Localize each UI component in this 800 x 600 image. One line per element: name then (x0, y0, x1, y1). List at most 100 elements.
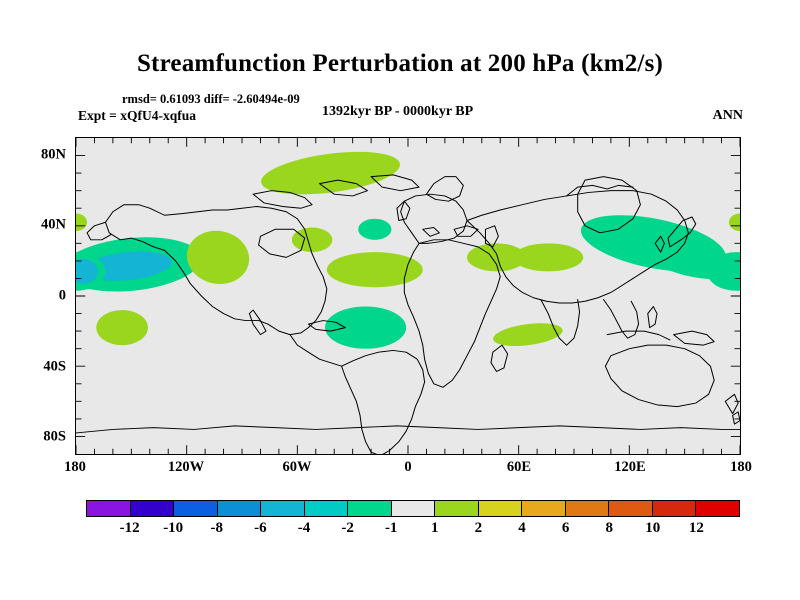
coastlines (76, 174, 740, 454)
coastline-path (422, 227, 440, 237)
coastline-path (86, 221, 112, 241)
contour-blob (728, 213, 740, 232)
period-label: 1392kyr BP - 0000kyr BP (322, 104, 474, 119)
coastline-path (396, 200, 411, 221)
coastline-path (490, 344, 509, 372)
coastline-path (341, 349, 426, 454)
coastline-path (603, 299, 640, 339)
coastline-path (400, 193, 468, 244)
coastline-path (370, 174, 420, 192)
colorbar-tick-label: 1 (431, 520, 439, 536)
x-tick-label: 180 (730, 459, 752, 475)
coastline-path (76, 425, 740, 434)
colorbar-tick-label: -10 (163, 520, 184, 536)
coastline-path (252, 190, 313, 209)
contour-blob (76, 259, 99, 284)
coastline-path (258, 228, 306, 258)
x-tick-label: 120W (167, 459, 205, 475)
axis-inner-ticks (76, 138, 740, 454)
season-label: ANN (712, 108, 743, 123)
y-tick-label: 80N (41, 146, 66, 163)
colorbar-segment-1 (130, 501, 175, 516)
contour-blob (83, 251, 172, 281)
colorbar-segment-9 (478, 501, 523, 516)
colorbar-tick-label: 12 (688, 520, 704, 536)
rmsd-stats: rmsd= 0.61093 diff= -2.60494e-09 (122, 92, 300, 106)
page-title: Streamfunction Perturbation at 200 hPa (… (136, 50, 664, 77)
colorbar-tick-label: -12 (119, 520, 140, 536)
contour-blob (96, 310, 148, 346)
colorbar-segment-13 (652, 501, 697, 516)
contour-blob (277, 160, 337, 193)
coastline-path (466, 190, 689, 304)
contour-blob (325, 306, 407, 349)
coastline-path (566, 184, 634, 197)
x-tick-label: 60W (282, 459, 312, 475)
colorbar-tick-label: -6 (254, 520, 267, 536)
coastline-path (540, 299, 581, 346)
experiment-label: Expt = xQfU4-xqfua (78, 108, 196, 123)
y-tick-label: 40N (41, 216, 66, 233)
coastline-path (673, 330, 715, 346)
coastline-path (654, 235, 665, 253)
coastline-path (307, 320, 346, 332)
x-tick-label: 60E (506, 459, 532, 475)
colorbar-segment-14 (696, 501, 739, 516)
contour-fills (76, 151, 740, 349)
y-tick-label: 0 (58, 287, 66, 304)
contour-blob (76, 213, 88, 232)
contour-blob (326, 252, 423, 288)
colorbar-segment-4 (261, 501, 305, 516)
coastline-path (724, 393, 739, 415)
colorbar-tick-label: -8 (210, 520, 224, 536)
coastline-path (606, 330, 671, 341)
coastline-path (484, 225, 499, 248)
x-tick-label: 180 (64, 459, 86, 475)
coastline-path (105, 204, 328, 336)
colorbar-tick-label: 2 (474, 520, 483, 536)
contour-blob (291, 227, 333, 253)
y-tick-label: 80S (43, 428, 66, 445)
contour-blob (467, 243, 527, 272)
colorbar-segment-2 (174, 501, 218, 516)
coastline-path (318, 179, 368, 197)
map-plot-area (75, 137, 741, 455)
coastline-path (604, 344, 715, 408)
coastline-path (667, 216, 697, 248)
colorbar-segment-0 (87, 501, 131, 516)
colorbar-segment-12 (609, 501, 653, 516)
world-map (76, 138, 740, 454)
colorbar[interactable] (86, 500, 740, 517)
coastline-path (647, 306, 658, 329)
contour-blob (493, 323, 563, 347)
colorbar-segment-3 (217, 501, 262, 516)
colorbar-tick-label: -1 (384, 520, 398, 536)
colorbar-tick-label: 8 (605, 520, 613, 536)
contour-blob (513, 243, 584, 272)
coastline-path (732, 411, 740, 425)
x-tick-label: 0 (404, 459, 412, 475)
contour-blob (706, 252, 740, 291)
coastline-path (289, 334, 343, 367)
coastline-path (248, 309, 267, 336)
y-tick-label: 40S (43, 358, 66, 375)
colorbar-segment-7 (391, 501, 436, 516)
coastline-path (453, 225, 479, 237)
coastline-path (577, 176, 641, 234)
contour-blob (358, 218, 392, 240)
x-tick-label: 120E (614, 459, 646, 475)
coastline-path (403, 239, 501, 388)
colorbar-segment-6 (348, 501, 392, 516)
colorbar-tick-label: -4 (297, 520, 311, 536)
contour-blob (186, 230, 250, 284)
colorbar-segment-11 (565, 501, 610, 516)
colorbar-tick-label: 6 (561, 520, 570, 536)
colorbar-segment-5 (304, 501, 349, 516)
colorbar-tick-label: -2 (341, 520, 354, 536)
colorbar-tick-label: 10 (645, 520, 661, 536)
coastline-path (425, 176, 464, 202)
colorbar-segment-8 (435, 501, 479, 516)
colorbar-segment-10 (522, 501, 566, 516)
colorbar-tick-label: 4 (518, 520, 526, 536)
